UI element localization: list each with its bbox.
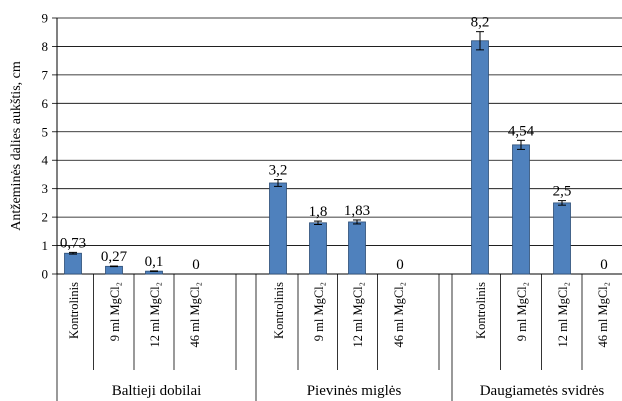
bar: [553, 202, 571, 275]
group-label: Baltieji dobilai: [112, 383, 202, 399]
x-tick-label: 9 ml MgCl₂: [108, 282, 122, 341]
data-label: 0: [600, 257, 608, 273]
x-tick-label: 46 ml MgCl₂: [392, 282, 406, 347]
data-label: 3,2: [269, 163, 288, 179]
data-label: 4,54: [508, 123, 535, 139]
x-tick-label: 46 ml MgCl₂: [596, 282, 610, 347]
data-label: 8,2: [471, 15, 490, 31]
y-tick-label: 1: [42, 238, 49, 253]
x-tick-label: 12 ml MgCl₂: [351, 282, 365, 347]
bar: [309, 222, 327, 275]
bar: [269, 182, 287, 275]
x-tick-label: 12 ml MgCl₂: [556, 282, 570, 347]
data-label: 0,73: [60, 235, 86, 251]
data-label: 1,8: [309, 204, 328, 220]
y-tick-label: 6: [42, 96, 49, 111]
y-axis-title: Antžeminės dalies aukštis, cm: [9, 61, 24, 231]
y-tick-label: 3: [42, 181, 49, 196]
x-tick-label: Kontrolinis: [474, 282, 488, 339]
y-tick-label: 5: [42, 124, 49, 139]
bar: [348, 221, 366, 275]
x-tick-label: 9 ml MgCl₂: [515, 282, 529, 341]
group-label: Pievinės miglės: [307, 383, 402, 399]
group-label: Daugiametės svidrės: [480, 383, 605, 399]
x-tick-label: 46 ml MgCl₂: [188, 282, 202, 347]
data-label: 1,83: [344, 203, 370, 219]
data-label: 2,5: [553, 184, 572, 200]
y-tick-label: 0: [42, 267, 49, 282]
bar: [105, 265, 123, 275]
x-tick-label: 9 ml MgCl₂: [312, 282, 326, 341]
bar: [471, 40, 489, 275]
y-tick-label: 7: [42, 67, 49, 82]
y-tick-label: 8: [42, 39, 49, 54]
y-tick-label: 2: [42, 210, 49, 225]
bar: [64, 252, 82, 275]
y-tick-label: 4: [42, 153, 49, 168]
data-label: 0,27: [101, 249, 128, 265]
y-tick-label: 9: [42, 11, 49, 26]
data-label: 0,1: [145, 254, 164, 270]
x-tick-label: Kontrolinis: [67, 282, 81, 339]
bar: [512, 144, 530, 275]
data-label: 0: [192, 257, 200, 273]
x-tick-label: 12 ml MgCl₂: [148, 282, 162, 347]
x-tick-label: Kontrolinis: [272, 282, 286, 339]
data-label: 0: [396, 257, 404, 273]
